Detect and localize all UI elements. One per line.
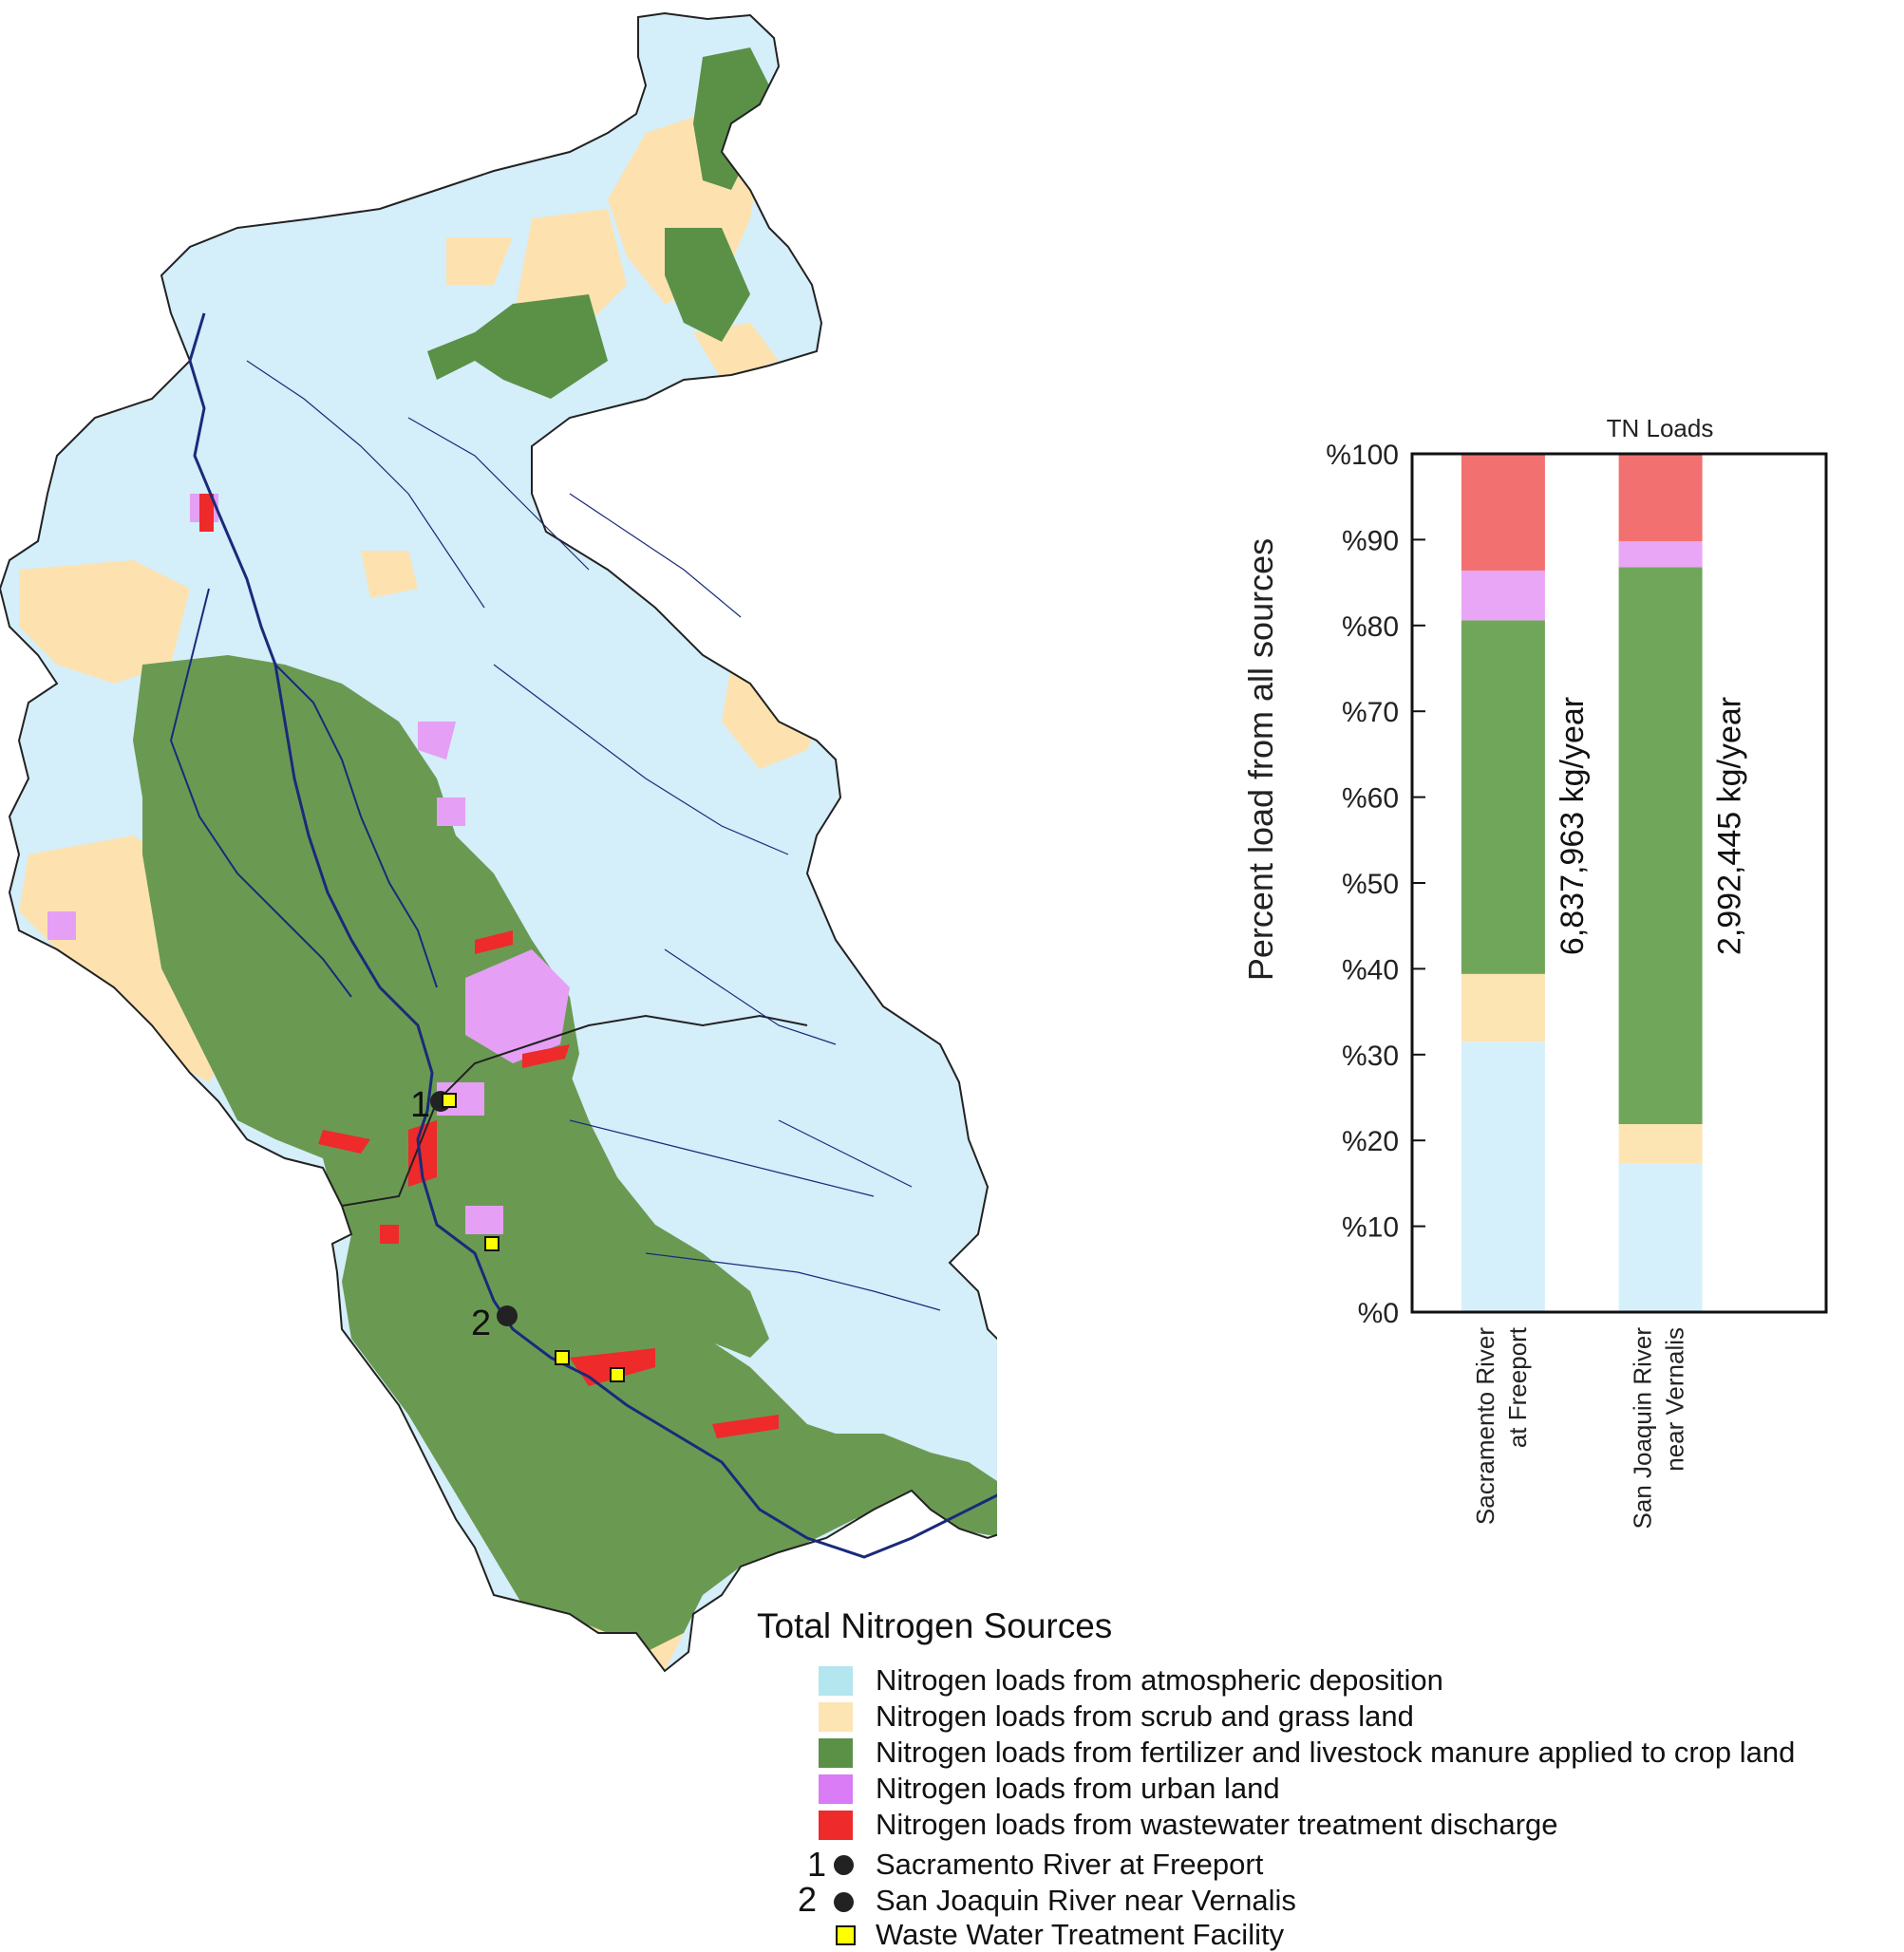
chart-title: TN Loads xyxy=(1607,414,1714,442)
legend-facility-square xyxy=(836,1925,856,1945)
crop-land-valley xyxy=(133,655,997,1652)
legend-swatch-atmospheric xyxy=(819,1666,853,1696)
bar-segment xyxy=(1618,541,1703,568)
wastewater-facility-marker xyxy=(484,1236,500,1251)
wastewater-facility-marker xyxy=(610,1367,625,1382)
y-tick-label: %10 xyxy=(1342,1212,1399,1244)
site-2-marker xyxy=(497,1305,518,1326)
site-2-label: 2 xyxy=(471,1304,491,1343)
legend-label-wastewater: Nitrogen loads from wastewater treatment… xyxy=(876,1808,1558,1841)
watershed-map: 1 2 xyxy=(0,11,997,1673)
x-category-label: at Freeport xyxy=(1503,1326,1532,1448)
wastewater-areas xyxy=(199,494,779,1438)
legend-site-2-dot xyxy=(834,1892,854,1912)
y-tick-label: %0 xyxy=(1358,1298,1399,1329)
bar-segment xyxy=(1461,1042,1545,1312)
bar-total-label: 2,992,445 kg/year xyxy=(1712,697,1748,955)
plot-frame xyxy=(1410,452,1828,1314)
bar-segment xyxy=(1461,973,1545,1042)
legend-site-1-label: Sacramento River at Freeport xyxy=(876,1848,1264,1881)
legend-title: Total Nitrogen Sources xyxy=(757,1606,1113,1645)
wastewater-facility-marker xyxy=(442,1093,457,1108)
basin-atmospheric-area xyxy=(0,13,997,1671)
y-tick-label: %20 xyxy=(1342,1126,1399,1157)
legend-label-scrub: Nitrogen loads from scrub and grass land xyxy=(876,1699,1414,1733)
x-category-label: San Joaquin River xyxy=(1629,1327,1657,1530)
legend-label-atmospheric: Nitrogen loads from atmospheric depositi… xyxy=(876,1663,1443,1697)
bar-segment xyxy=(1461,454,1545,571)
y-tick-label: %30 xyxy=(1342,1041,1399,1072)
legend-site-1-number: 1 xyxy=(807,1845,827,1884)
river-network xyxy=(169,312,997,1559)
legend-facility-label: Waste Water Treatment Facility xyxy=(876,1918,1285,1951)
y-tick-label: %100 xyxy=(1326,440,1399,471)
crop-land-mountain-areas xyxy=(427,47,769,399)
basin-boundary xyxy=(0,11,997,1673)
legend-site-1-dot xyxy=(834,1855,854,1875)
legend-site-2-number: 2 xyxy=(798,1880,818,1919)
legend-label-crop: Nitrogen loads from fertilizer and lives… xyxy=(876,1736,1796,1769)
x-category-label: Sacramento River xyxy=(1471,1327,1499,1525)
y-tick-label: %40 xyxy=(1342,954,1399,985)
x-category-label: near Vernalis xyxy=(1661,1327,1689,1472)
y-tick-label: %50 xyxy=(1342,869,1399,900)
y-tick-label: %80 xyxy=(1342,611,1399,643)
legend-swatch-wastewater xyxy=(819,1811,853,1840)
site-1-label: 1 xyxy=(410,1085,430,1125)
legend-label-urban: Nitrogen loads from urban land xyxy=(876,1772,1280,1805)
bar-segment xyxy=(1618,454,1703,542)
bar-segment xyxy=(1618,1124,1703,1164)
legend-swatch-scrub xyxy=(819,1702,853,1732)
bar-segment xyxy=(1461,570,1545,621)
bar-segment xyxy=(1618,567,1703,1125)
y-tick-label: %60 xyxy=(1342,783,1399,815)
y-tick-label: %90 xyxy=(1342,525,1399,556)
legend-swatch-crop xyxy=(819,1738,853,1768)
bar-segment xyxy=(1618,1163,1703,1312)
crop-land-foothills xyxy=(456,1044,769,1358)
legend-swatch-urban xyxy=(819,1774,853,1804)
wastewater-facility-marker xyxy=(555,1350,570,1365)
bar-segment xyxy=(1461,620,1545,974)
bar-total-label: 6,837,963 kg/year xyxy=(1555,697,1591,955)
legend-site-2-label: San Joaquin River near Vernalis xyxy=(876,1884,1296,1917)
y-tick-label: %70 xyxy=(1342,697,1399,728)
y-axis-label: Percent load from all sources xyxy=(1241,538,1280,981)
